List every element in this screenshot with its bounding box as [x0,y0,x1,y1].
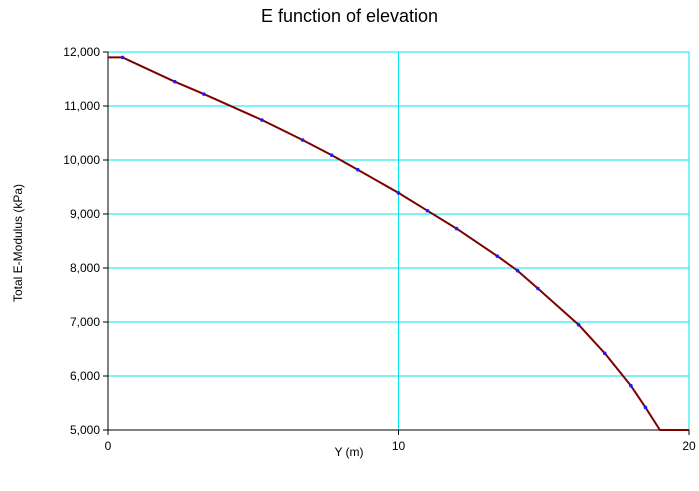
data-point [202,92,206,96]
data-point [536,286,540,291]
data-point [300,138,305,142]
data-point [425,208,430,213]
data-point [643,405,648,410]
data-point [120,55,125,60]
y-tick-label: 5,000 [70,423,100,437]
x-tick-label: 20 [682,439,696,453]
y-tick-label: 9,000 [70,207,100,221]
y-tick-label: 8,000 [70,261,100,275]
grid-lines [108,51,690,430]
data-point [396,191,401,195]
y-tick-label: 10,000 [63,153,100,167]
x-tick-label: 0 [105,439,112,453]
data-point [629,383,633,388]
data-point [356,167,360,172]
series-line-0 [108,56,689,431]
data-point [454,226,459,231]
data-point [329,153,334,157]
y-tick-label: 11,000 [64,99,100,113]
data-point [515,268,520,273]
chart-title: E function of elevation [260,6,439,26]
data-point [173,79,177,84]
x-axis-label: Y (m) [334,445,363,459]
data-point [495,254,500,258]
y-tick-label: 7,000 [70,315,100,329]
y-axis-label: Total E-Modulus (kPa) [11,184,25,302]
y-tick-label: 6,000 [70,369,100,383]
data-point [260,118,264,122]
axes [103,51,690,435]
data-point [576,322,581,327]
y-tick-label: 12,000 [63,45,100,59]
x-tick-label: 10 [392,439,406,453]
tick-labels: 5,000 6,000 7,000 8,000 9,000 10,000 11,000 12,… [63,45,696,453]
data-point [602,351,607,356]
series [108,56,689,431]
data-markers [120,55,648,410]
